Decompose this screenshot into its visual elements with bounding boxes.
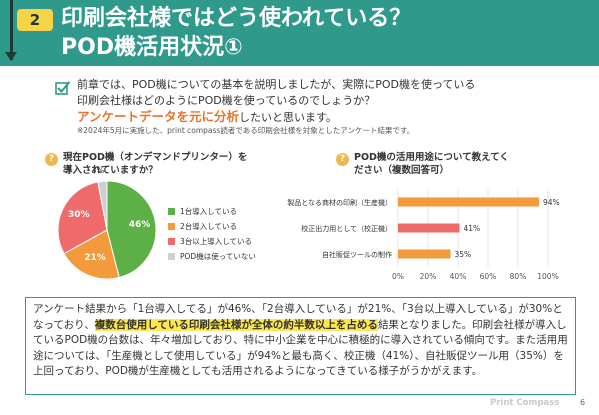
question-circle-icon: ? (45, 153, 58, 166)
legend-swatch (168, 253, 175, 260)
pie-chart-legend: 1台導入している 2台導入している 3台以上導入している POD機は使っていない (168, 205, 256, 265)
bar-value-label: 94% (543, 198, 560, 207)
legend-item: 1台導入している (168, 205, 256, 218)
bar-chart-title-line1: POD機の活用用途について教えてく (354, 152, 509, 163)
category-label: 製品となる商材の印刷（生産機） (287, 198, 392, 207)
pie-value-label: 3% (91, 166, 105, 176)
intro-line3: アンケートデータを元に分析したいと思います。 (77, 109, 577, 126)
survey-note: ※2024年5月に実施した、print compass読者である印刷会社様を対象… (77, 126, 415, 135)
legend-label: 2台導入している (180, 222, 238, 231)
category-label: 自社販促ツールの制作 (322, 250, 392, 259)
summary-text-part2: 結果となりました。印刷会社様が導入しているPOD機の台数は、年々増加しており、特… (33, 318, 568, 378)
legend-swatch (168, 238, 175, 245)
x-tick-label: 100% (537, 272, 558, 281)
pie-value-label: 46% (128, 219, 151, 230)
summary-box: アンケート結果から「1台導入してる」が46%、「2台導入している」が21%、「3… (25, 297, 576, 395)
x-tick-label: 80% (510, 272, 527, 281)
down-arrow-icon (5, 52, 17, 61)
pie-slice (57, 181, 108, 255)
checkbox-check-icon (55, 81, 70, 95)
page-title-line2: POD機活用状況① (61, 35, 243, 60)
x-tick-label: 40% (450, 272, 467, 281)
bar-value-label: 35% (455, 250, 472, 259)
legend-label: 1台導入している (180, 207, 238, 216)
category-label: 校正出力用として（校正機） (301, 224, 392, 233)
pie-slice (97, 180, 108, 231)
legend-item: 3台以上導入している (168, 235, 256, 248)
header-banner: 2 印刷会社様ではどう使われている？ POD機活用状況① (0, 0, 599, 66)
page-title: 印刷会社様ではどう使われている？ POD機活用状況① (61, 4, 411, 62)
pie-chart-title-line2: 導入されていますか？ (63, 165, 158, 176)
chapter-number-badge: 2 (17, 9, 53, 31)
header-tick-line (10, 0, 13, 60)
legend-swatch (168, 223, 175, 230)
print-compass-logo: Print Compass (490, 398, 560, 408)
intro-line3-rest: したいと思います。 (239, 111, 337, 124)
bar-chart-title-line2: ださい（複数回答可） (354, 165, 450, 176)
bar (398, 223, 460, 233)
legend-item: POD機は使っていない (168, 250, 256, 263)
legend-label: POD機は使っていない (180, 252, 256, 261)
bar-chart: 0% 20% 40% 60% 80% 100% 製品となる商材の印刷（生産機） 94% 校正出力… (287, 189, 560, 281)
bar-chart-title: POD機の活用用途について教えてく ださい（複数回答可） (354, 151, 509, 177)
pie-value-label: 30% (68, 210, 90, 221)
bar (398, 197, 539, 207)
bar (398, 249, 451, 259)
summary-text-part1: アンケート結果から「1台導入してる」が46%、「2台導入している」が21%、「3… (33, 303, 563, 331)
legend-item: 2台導入している (168, 220, 256, 233)
pie-chart: 46% 21% 30% 3% (57, 166, 157, 280)
intro-line2: 印刷会社様はどのようにPOD機を使っているのでしょうか？ (77, 94, 376, 107)
pie-value-label: 21% (84, 253, 106, 264)
page-number: 6 (580, 398, 586, 407)
pie-chart-svg (57, 180, 157, 280)
pie-chart-title: 現在POD機（オンデマンドプリンター）を 導入されていますか？ (63, 151, 247, 177)
legend-swatch (168, 208, 175, 215)
summary-highlight: 複数台使用している印刷会社様が全体の約半数以上を占める (94, 318, 378, 331)
question-circle-icon: ? (336, 153, 349, 166)
pie-chart-title-line1: 現在POD機（オンデマンドプリンター）を (63, 152, 248, 163)
x-tick-label: 20% (420, 272, 437, 281)
x-tick-label: 0% (392, 272, 404, 281)
x-tick-label: 60% (480, 272, 497, 281)
intro-line1: 前章では、POD機についての基本を説明しましたが、実際にPOD機を使っている (77, 78, 476, 91)
intro-highlight: アンケートデータを元に分析 (77, 109, 240, 124)
page-title-line1: 印刷会社様ではどう使われている？ (61, 6, 412, 31)
intro-text: 前章では、POD機についての基本を説明しましたが、実際にPOD機を使っている 印… (77, 77, 577, 126)
bar-value-label: 41% (464, 224, 481, 233)
pie-slice (106, 180, 157, 279)
pie-slice (63, 229, 120, 280)
legend-label: 3台以上導入している (180, 237, 253, 246)
